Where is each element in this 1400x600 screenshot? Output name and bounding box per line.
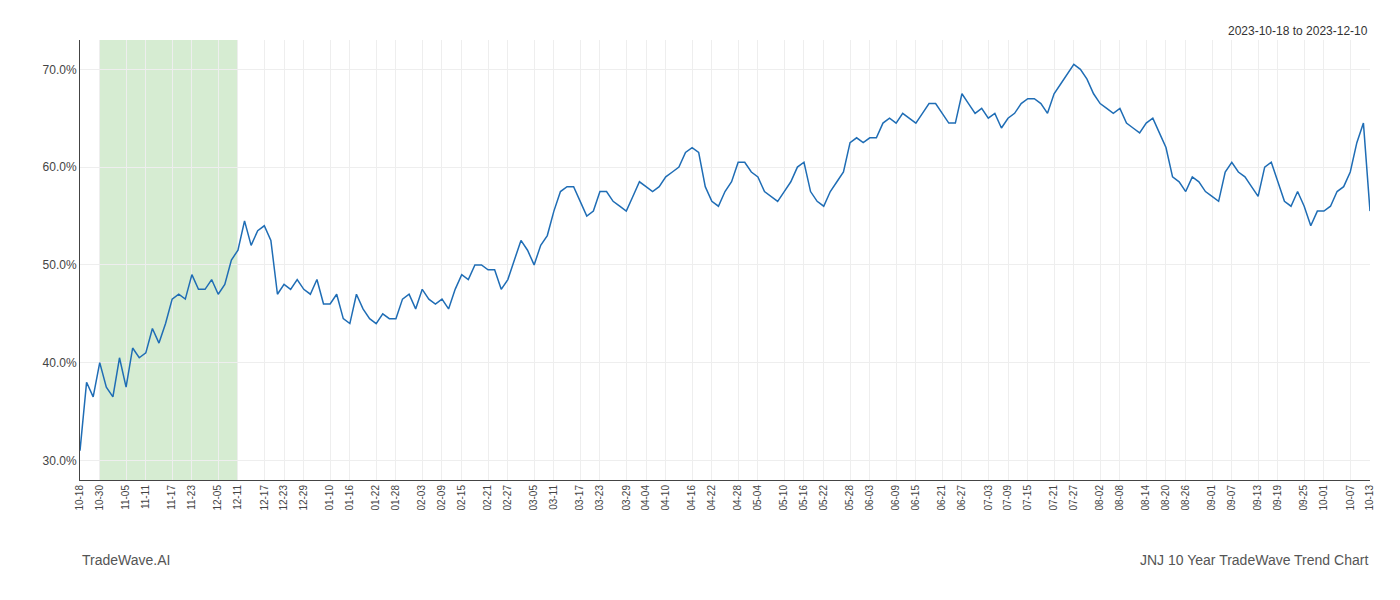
svg-text:06-15: 06-15 bbox=[910, 485, 921, 511]
svg-text:70.0%: 70.0% bbox=[43, 63, 77, 77]
svg-text:30.0%: 30.0% bbox=[43, 454, 77, 468]
svg-text:09-01: 09-01 bbox=[1206, 485, 1217, 511]
svg-text:02-21: 02-21 bbox=[482, 485, 493, 511]
svg-text:02-09: 02-09 bbox=[436, 485, 447, 511]
svg-text:08-20: 08-20 bbox=[1160, 485, 1171, 511]
svg-text:10-18: 10-18 bbox=[74, 485, 85, 511]
svg-text:11-17: 11-17 bbox=[166, 485, 177, 510]
svg-text:04-22: 04-22 bbox=[706, 485, 717, 511]
svg-text:05-28: 05-28 bbox=[844, 485, 855, 511]
svg-text:06-09: 06-09 bbox=[890, 485, 901, 511]
svg-text:05-22: 05-22 bbox=[818, 485, 829, 511]
svg-text:04-16: 04-16 bbox=[686, 485, 697, 511]
svg-text:10-13: 10-13 bbox=[1364, 485, 1375, 511]
svg-text:10-07: 10-07 bbox=[1345, 485, 1356, 511]
svg-text:09-25: 09-25 bbox=[1298, 485, 1309, 511]
svg-text:11-05: 11-05 bbox=[120, 485, 131, 510]
svg-text:50.0%: 50.0% bbox=[43, 258, 77, 272]
svg-text:08-08: 08-08 bbox=[1114, 485, 1125, 511]
svg-text:04-10: 04-10 bbox=[660, 485, 671, 511]
svg-text:12-05: 12-05 bbox=[212, 485, 223, 511]
svg-text:12-11: 12-11 bbox=[232, 485, 243, 510]
svg-text:08-14: 08-14 bbox=[1140, 485, 1151, 511]
svg-text:01-22: 01-22 bbox=[370, 485, 381, 511]
svg-text:05-16: 05-16 bbox=[798, 485, 809, 511]
svg-text:01-16: 01-16 bbox=[344, 485, 355, 511]
svg-text:07-27: 07-27 bbox=[1068, 485, 1079, 511]
svg-text:08-26: 08-26 bbox=[1180, 485, 1191, 511]
svg-text:04-04: 04-04 bbox=[640, 485, 651, 511]
svg-text:12-29: 12-29 bbox=[298, 485, 309, 511]
svg-text:12-23: 12-23 bbox=[278, 485, 289, 511]
svg-text:01-28: 01-28 bbox=[390, 485, 401, 511]
svg-text:06-03: 06-03 bbox=[864, 485, 875, 511]
svg-text:05-04: 05-04 bbox=[752, 485, 763, 511]
svg-text:TradeWave.AI: TradeWave.AI bbox=[82, 552, 170, 568]
svg-text:03-23: 03-23 bbox=[594, 485, 605, 511]
svg-text:06-27: 06-27 bbox=[956, 485, 967, 511]
svg-text:05-10: 05-10 bbox=[778, 485, 789, 511]
svg-text:JNJ 10 Year TradeWave Trend Ch: JNJ 10 Year TradeWave Trend Chart bbox=[1140, 552, 1368, 568]
svg-text:12-17: 12-17 bbox=[259, 485, 270, 511]
svg-text:02-15: 02-15 bbox=[456, 485, 467, 511]
svg-text:07-09: 07-09 bbox=[1002, 485, 1013, 511]
svg-text:07-15: 07-15 bbox=[1022, 485, 1033, 511]
svg-text:60.0%: 60.0% bbox=[43, 160, 77, 174]
svg-text:04-28: 04-28 bbox=[732, 485, 743, 511]
svg-text:11-11: 11-11 bbox=[140, 485, 151, 510]
svg-text:03-11: 03-11 bbox=[548, 485, 559, 510]
svg-text:08-02: 08-02 bbox=[1094, 485, 1105, 511]
svg-text:07-21: 07-21 bbox=[1048, 485, 1059, 511]
svg-text:01-10: 01-10 bbox=[324, 485, 335, 511]
svg-text:03-17: 03-17 bbox=[574, 485, 585, 511]
svg-text:03-29: 03-29 bbox=[621, 485, 632, 511]
svg-text:10-30: 10-30 bbox=[94, 485, 105, 511]
svg-text:06-21: 06-21 bbox=[936, 485, 947, 511]
svg-text:2023-10-18 to 2023-12-10: 2023-10-18 to 2023-12-10 bbox=[1228, 24, 1368, 38]
svg-text:11-23: 11-23 bbox=[186, 485, 197, 510]
svg-text:09-13: 09-13 bbox=[1252, 485, 1263, 511]
svg-text:10-01: 10-01 bbox=[1318, 485, 1329, 511]
svg-text:03-05: 03-05 bbox=[528, 485, 539, 511]
svg-text:02-27: 02-27 bbox=[502, 485, 513, 511]
svg-text:09-07: 09-07 bbox=[1226, 485, 1237, 511]
svg-text:09-19: 09-19 bbox=[1272, 485, 1283, 511]
svg-text:07-03: 07-03 bbox=[983, 485, 994, 511]
svg-text:40.0%: 40.0% bbox=[43, 356, 77, 370]
svg-text:02-03: 02-03 bbox=[416, 485, 427, 511]
